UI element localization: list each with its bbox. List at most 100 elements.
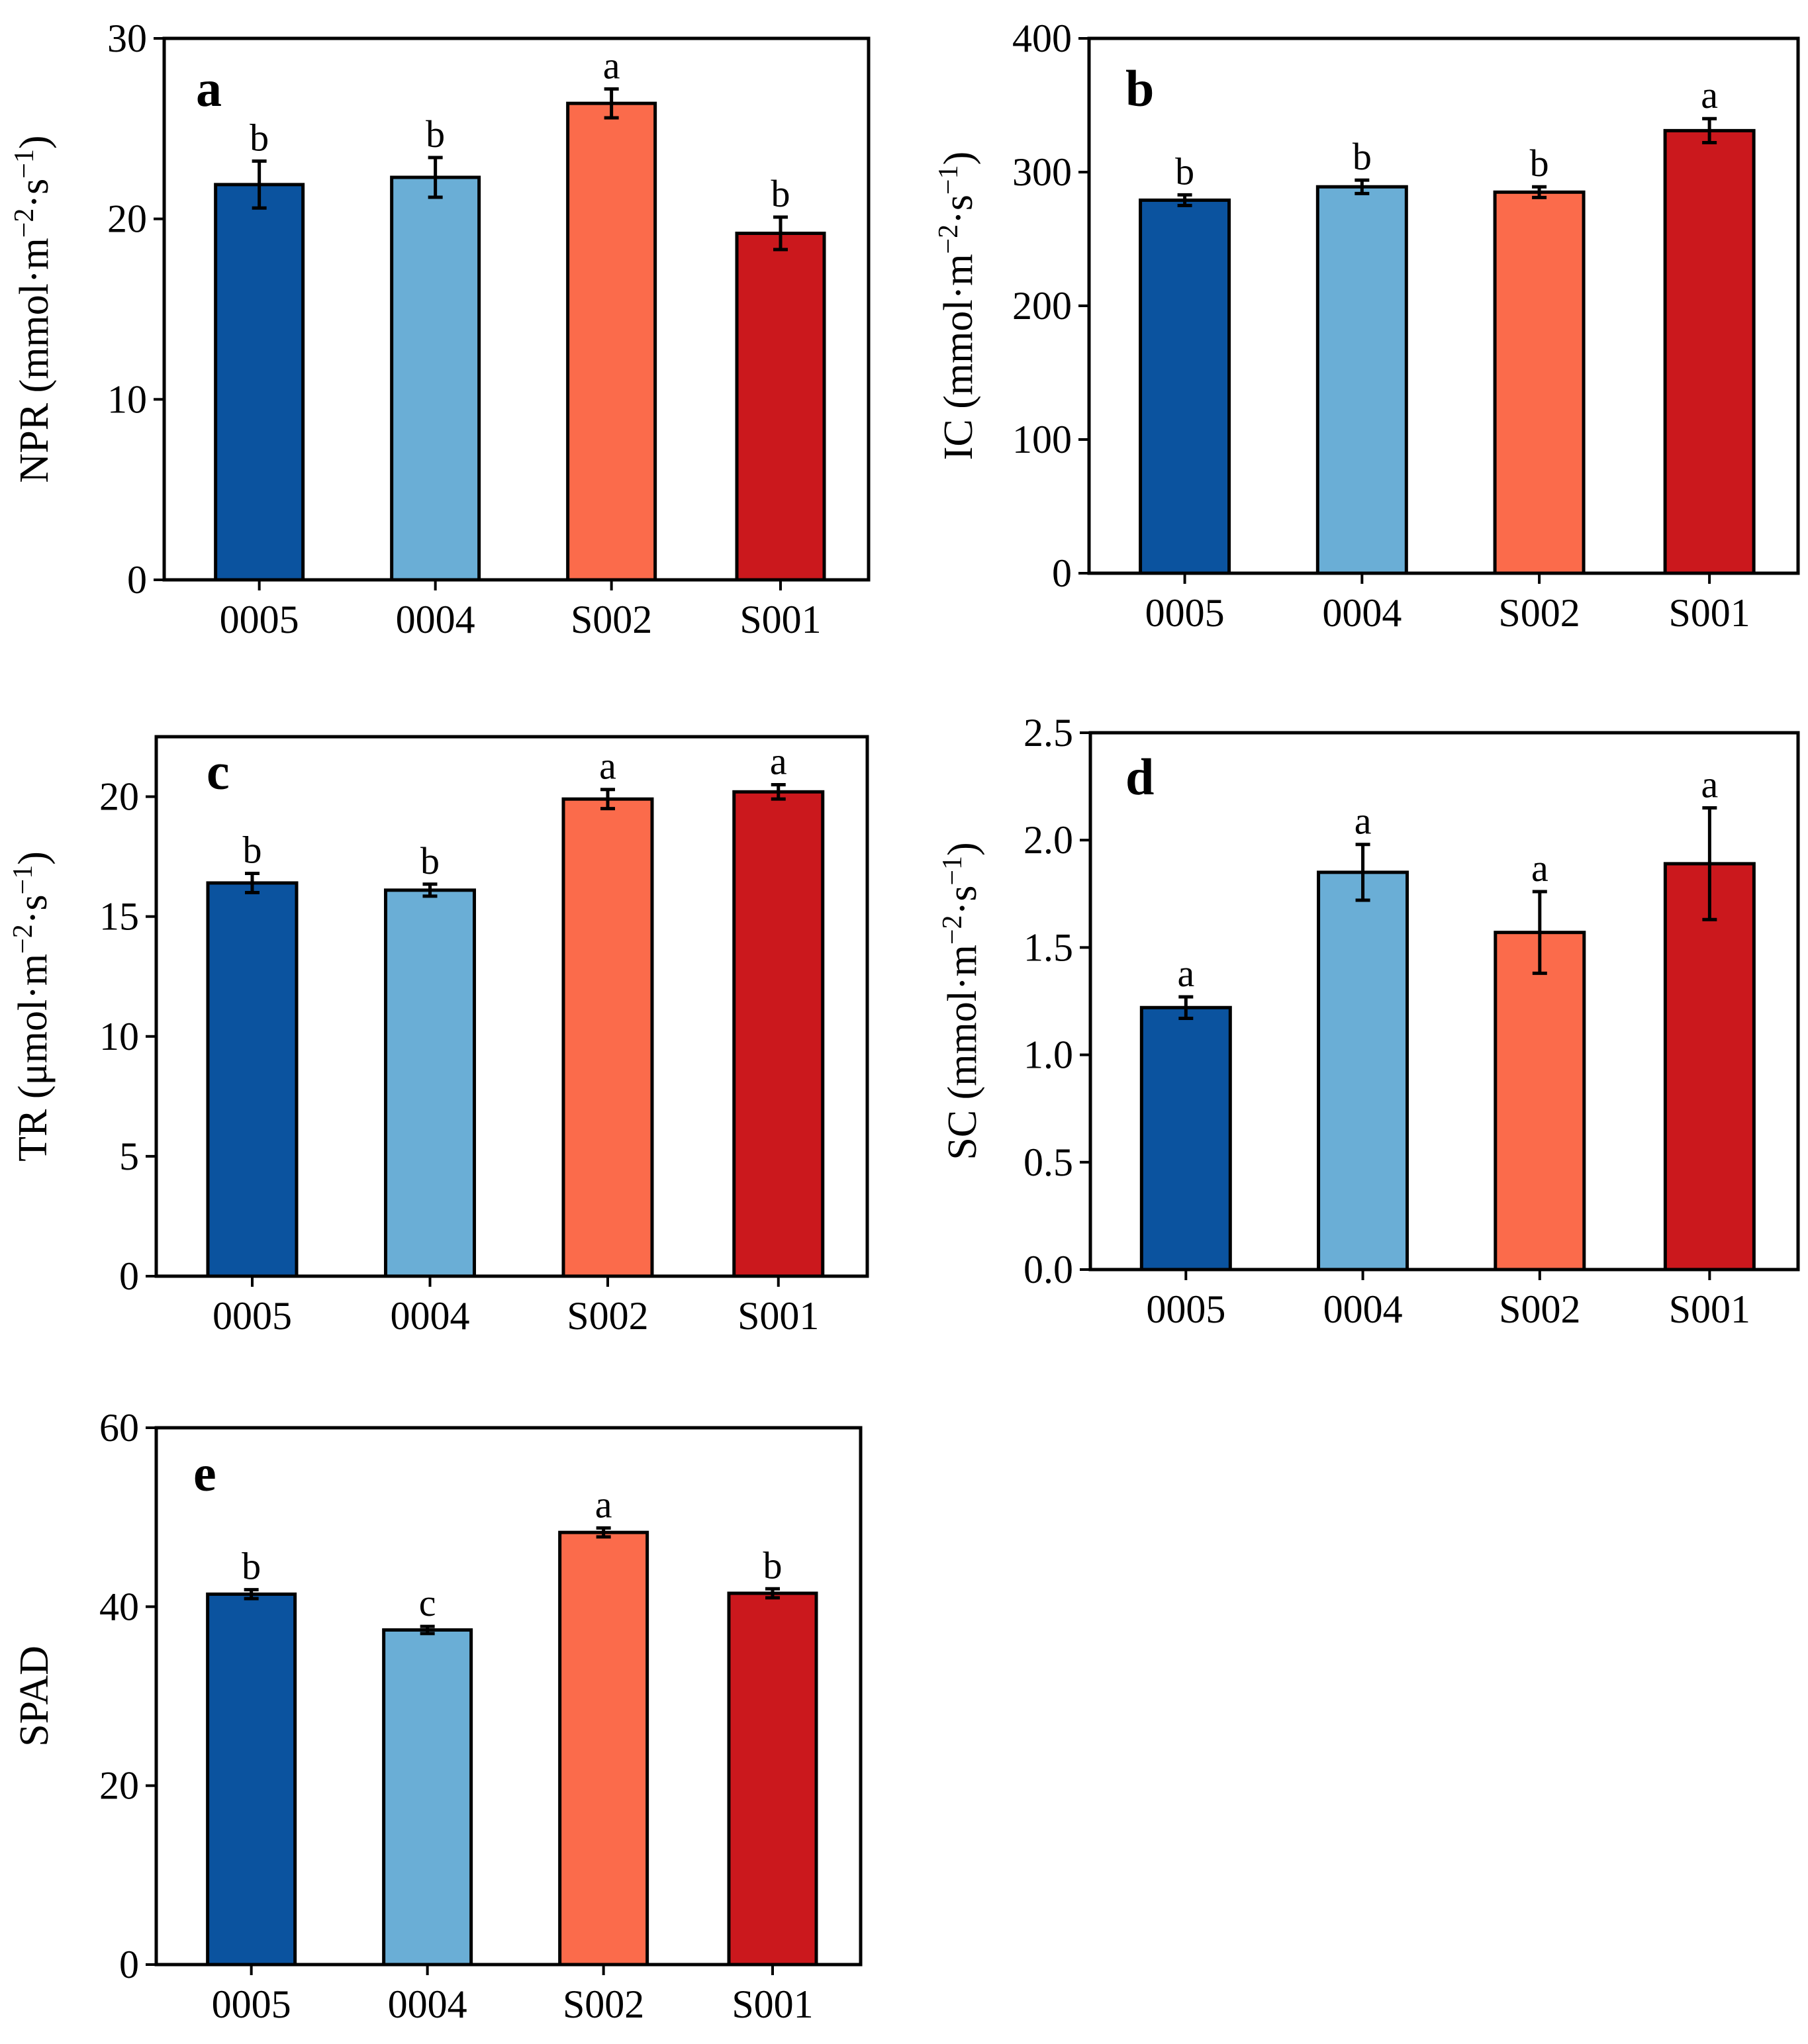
bar-b-0004	[1315, 185, 1408, 575]
panel-c: b b a a 0 5 10 15 20 0005 0004 S002 S001 c TR (μmol·m−…	[8, 735, 869, 1338]
significance-label-e-S001: b	[763, 1544, 783, 1587]
significance-label-d-0005: a	[1177, 952, 1194, 995]
error-bar-b-S001	[1702, 116, 1717, 145]
axes-frame-a	[162, 36, 871, 582]
error-bar-d-0004	[1355, 843, 1370, 902]
panel-letter-c: c	[207, 743, 230, 800]
y-tick-label-d: 2.0	[1023, 818, 1073, 862]
x-tick-label-a-0004: 0004	[396, 598, 475, 641]
bar-c-S002	[561, 797, 654, 1278]
axes-frame-c	[154, 735, 869, 1278]
y-tick-label-e: 20	[99, 1764, 139, 1808]
x-tick-label-e-0005: 0005	[212, 1982, 291, 2026]
bar-d-0005	[1139, 1005, 1232, 1272]
x-tick-label-d-S002: S002	[1499, 1287, 1580, 1331]
x-tick-label-b-S001: S001	[1668, 591, 1750, 635]
significance-label-e-0004: c	[419, 1581, 436, 1624]
x-tick-label-c-0004: 0004	[390, 1294, 469, 1338]
bar-d-0004	[1317, 870, 1409, 1272]
y-tick-label-a: 10	[107, 377, 147, 421]
bar-b-0005	[1139, 198, 1231, 575]
y-tick-label-e: 0	[119, 1943, 139, 1986]
panel-letter-b: b	[1125, 60, 1154, 117]
significance-label-b-S001: a	[1701, 73, 1718, 116]
error-bar-a-S002	[604, 87, 619, 120]
significance-label-b-S002: b	[1530, 142, 1549, 185]
x-tick-label-e-S002: S002	[563, 1982, 644, 2026]
x-tick-label-a-0005: 0005	[220, 598, 299, 641]
x-tick-label-a-S002: S002	[571, 598, 652, 641]
y-tick-label-a: 30	[107, 17, 147, 60]
significance-label-a-0005: b	[250, 116, 269, 159]
x-tick-label-d-0005: 0005	[1146, 1287, 1225, 1331]
y-tick-label-d: 2.5	[1023, 711, 1073, 755]
significance-label-a-S001: b	[771, 172, 790, 215]
y-tick-label-d: 0.5	[1023, 1140, 1073, 1184]
error-bar-c-S002	[600, 788, 615, 811]
panel-letter-e: e	[193, 1444, 216, 1502]
error-bar-c-0004	[422, 882, 438, 898]
y-axis-label-b: IC (mmol·m−2·s−1)	[933, 152, 981, 461]
bar-a-0004	[390, 175, 481, 582]
x-tick-label-b-S002: S002	[1498, 591, 1580, 635]
y-tick-label-b: 100	[1012, 418, 1072, 461]
significance-label-e-0005: b	[242, 1545, 261, 1588]
x-tick-label-b-0004: 0004	[1322, 591, 1402, 635]
y-tick-label-d: 1.5	[1023, 925, 1073, 969]
x-tick-label-c-S001: S001	[737, 1294, 819, 1338]
significance-label-a-0004: b	[426, 113, 445, 156]
significance-label-b-0004: b	[1353, 135, 1372, 178]
error-bar-e-0004	[420, 1624, 435, 1636]
bar-e-S002	[558, 1530, 649, 1967]
error-bar-b-S002	[1532, 185, 1547, 199]
bar-b-S001	[1663, 128, 1756, 575]
y-tick-label-c: 10	[99, 1015, 139, 1058]
x-tick-label-b-0005: 0005	[1145, 591, 1225, 635]
x-tick-label-e-S001: S001	[732, 1982, 813, 2026]
significance-label-e-S002: a	[595, 1483, 612, 1526]
panel-letter-a: a	[196, 60, 222, 117]
bar-a-S001	[735, 231, 826, 582]
error-bar-b-0005	[1177, 193, 1192, 207]
significance-label-c-S002: a	[599, 745, 616, 788]
bar-c-0005	[206, 881, 299, 1278]
significance-label-a-S002: a	[603, 44, 620, 87]
bar-d-S002	[1494, 931, 1586, 1272]
panel-d: a a a a 0.0 0.5 1.0 1.5 2.0 2.5 0005 0004 S002 S001 d S…	[937, 711, 1800, 1331]
y-tick-label-d: 1.0	[1023, 1033, 1073, 1077]
y-axis-label-d: SC (mmol·m−2·s−1)	[937, 842, 985, 1160]
bar-e-S001	[727, 1591, 818, 1967]
x-tick-label-e-0004: 0004	[388, 1982, 467, 2026]
error-bar-c-0005	[244, 871, 260, 894]
error-bar-b-0004	[1355, 178, 1370, 195]
significance-label-c-S001: a	[770, 739, 787, 782]
significance-label-d-0004: a	[1355, 800, 1372, 843]
error-bar-e-0005	[244, 1588, 259, 1601]
error-bar-d-S001	[1702, 806, 1717, 921]
bar-b-S002	[1493, 190, 1586, 575]
error-bar-d-S002	[1532, 890, 1547, 975]
error-bar-a-0004	[428, 156, 443, 199]
error-bar-d-0005	[1178, 995, 1194, 1020]
bar-e-0005	[206, 1592, 297, 1967]
bar-e-0004	[382, 1628, 473, 1967]
y-axis-label-a: NPR (mmol·m−2·s−1)	[9, 135, 57, 483]
bar-c-0004	[383, 888, 476, 1278]
bar-d-S001	[1663, 862, 1756, 1272]
y-tick-label-a: 0	[127, 558, 147, 602]
y-tick-label-e: 40	[99, 1585, 139, 1628]
error-bar-a-S001	[773, 215, 788, 252]
bar-a-0005	[214, 183, 305, 582]
y-axis-label-c: TR (μmol·m−2·s−1)	[8, 851, 56, 1162]
bar-c-S001	[732, 790, 825, 1278]
y-tick-label-c: 0	[119, 1254, 139, 1298]
x-tick-label-c-0005: 0005	[213, 1294, 292, 1338]
y-tick-label-b: 0	[1052, 551, 1072, 595]
significance-label-d-S001: a	[1701, 763, 1719, 806]
error-bar-c-S001	[771, 782, 786, 801]
y-tick-label-c: 15	[99, 895, 139, 939]
y-axis-label-e: SPAD	[12, 1646, 57, 1747]
